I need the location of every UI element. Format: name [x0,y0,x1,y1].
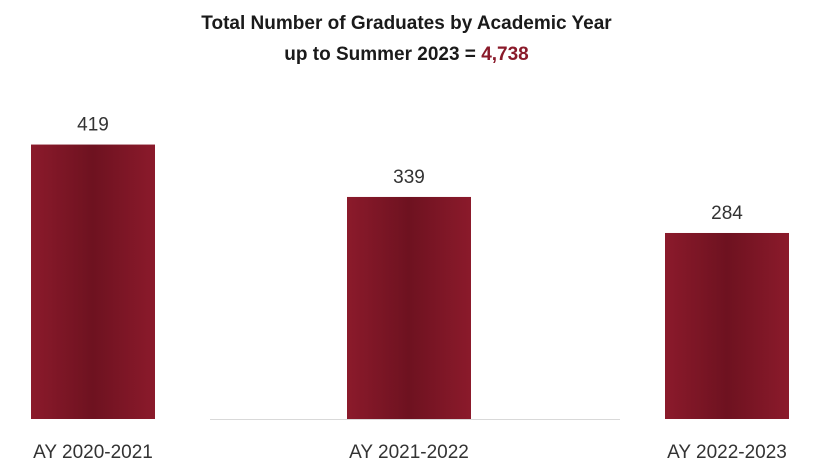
data-label-1: 419 [77,115,109,136]
x-tick-label-1: AY 2020-2021 [33,442,153,463]
x-tick-label-3: AY 2022-2023 [667,442,787,463]
x-tick-label-2: AY 2021-2022 [349,442,469,463]
data-label-3: 284 [711,203,743,224]
chart-title-total: 4,738 [481,44,529,65]
chart-title-line-2: up to Summer 2023 = 4,738 [0,44,813,66]
data-label-2: 339 [393,167,425,188]
bar-2 [347,196,471,419]
bar-3 [665,232,789,419]
chart-title-prefix: up to Summer 2023 = [284,44,482,65]
chart-title-line-1: Total Number of Graduates by Academic Ye… [201,13,612,34]
bar-1 [31,144,155,419]
